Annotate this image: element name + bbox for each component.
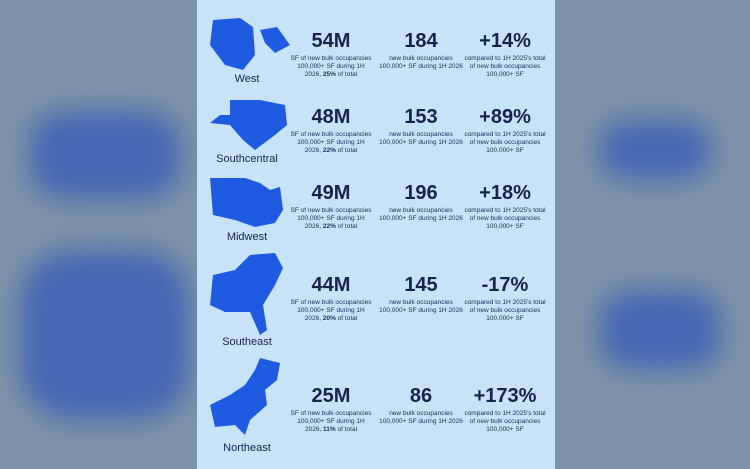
sf-desc-share: 25% bbox=[322, 71, 336, 78]
sf-desc-share: 22% bbox=[322, 223, 336, 230]
count-value: 153 bbox=[404, 106, 438, 128]
sf-desc-text: of total bbox=[335, 223, 358, 230]
sf-value: 54M bbox=[311, 30, 351, 52]
change-desc: compared to 1H 2025's total of new bulk … bbox=[464, 207, 546, 230]
count-value: 145 bbox=[404, 274, 438, 296]
southcentral-map bbox=[210, 100, 287, 150]
sf-desc-text: of total bbox=[335, 147, 358, 154]
region-label: Southcentral bbox=[216, 153, 278, 165]
count-desc: new bulk occupancies 100,000+ SF during … bbox=[379, 55, 463, 70]
sf-desc-text: of total bbox=[335, 71, 358, 78]
sf-desc-text: SF of new bulk occupancies 100,000+ SF d… bbox=[290, 207, 372, 230]
sf-desc: SF of new bulk occupancies 100,000+ SF d… bbox=[289, 299, 373, 323]
west-map bbox=[210, 18, 290, 70]
sf-desc-text: SF of new bulk occupancies 100,000+ SF d… bbox=[290, 55, 372, 78]
sf-value: 25M bbox=[311, 385, 351, 407]
region-label: West bbox=[234, 73, 260, 85]
sf-desc-text: of total bbox=[335, 315, 358, 322]
sf-desc-share: 22% bbox=[322, 147, 336, 154]
sf-desc-text: of total bbox=[335, 426, 358, 433]
sf-desc: SF of new bulk occupancies 100,000+ SF d… bbox=[289, 131, 373, 155]
change-value: +14% bbox=[479, 30, 531, 52]
change-desc: compared to 1H 2025's total of new bulk … bbox=[464, 410, 546, 433]
sf-desc-text: SF of new bulk occupancies 100,000+ SF d… bbox=[290, 410, 372, 433]
sf-desc: SF of new bulk occupancies 100,000+ SF d… bbox=[289, 207, 373, 231]
count-value: 86 bbox=[409, 385, 433, 407]
sf-value: 44M bbox=[311, 274, 351, 296]
count-desc: new bulk occupancies 100,000+ SF during … bbox=[379, 207, 463, 222]
change-desc: compared to 1H 2025's total of new bulk … bbox=[464, 55, 546, 78]
count-desc: new bulk occupancies 100,000+ SF during … bbox=[379, 131, 463, 146]
change-value: +18% bbox=[479, 182, 531, 204]
sf-desc-text: SF of new bulk occupancies 100,000+ SF d… bbox=[290, 131, 372, 154]
northeast-map bbox=[210, 358, 280, 435]
count-desc: new bulk occupancies 100,000+ SF during … bbox=[379, 299, 463, 314]
sf-desc: SF of new bulk occupancies 100,000+ SF d… bbox=[289, 55, 373, 79]
count-value: 196 bbox=[404, 182, 438, 204]
change-desc: compared to 1H 2025's total of new bulk … bbox=[464, 131, 546, 154]
sf-value: 48M bbox=[311, 106, 351, 128]
blur-shape bbox=[600, 290, 720, 370]
blur-shape bbox=[30, 110, 180, 200]
region-label: Southeast bbox=[222, 336, 272, 348]
region-label: Midwest bbox=[226, 231, 268, 243]
count-desc: new bulk occupancies 100,000+ SF during … bbox=[379, 410, 463, 425]
sf-desc-text: SF of new bulk occupancies 100,000+ SF d… bbox=[290, 299, 372, 322]
sf-value: 49M bbox=[311, 182, 351, 204]
blur-shape bbox=[20, 250, 190, 420]
change-value: +173% bbox=[473, 385, 537, 407]
blur-shape bbox=[600, 120, 710, 180]
sf-desc-share: 20% bbox=[322, 315, 336, 322]
change-desc: compared to 1H 2025's total of new bulk … bbox=[464, 299, 546, 322]
change-value: +89% bbox=[479, 106, 531, 128]
midwest-map bbox=[210, 178, 283, 227]
southeast-map bbox=[210, 253, 283, 335]
sf-desc-share: 11% bbox=[323, 426, 336, 433]
region-label: Northeast bbox=[223, 442, 271, 454]
change-value: -17% bbox=[481, 274, 529, 296]
count-value: 184 bbox=[404, 30, 438, 52]
sf-desc: SF of new bulk occupancies 100,000+ SF d… bbox=[289, 410, 373, 434]
